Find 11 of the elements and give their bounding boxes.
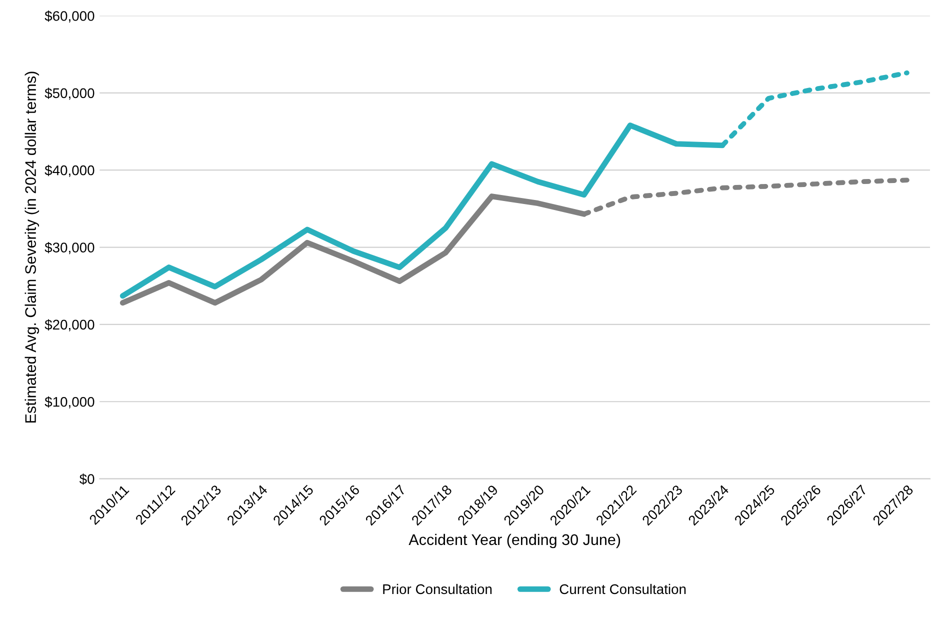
y-tick-label: $30,000: [44, 242, 94, 254]
y-tick-label: $40,000: [44, 164, 94, 177]
y-axis-title: Estimated Avg. Claim Severity (in 2024 dollar terms): [24, 72, 40, 422]
legend-label: Current Consultation: [560, 584, 686, 594]
y-tick-label: $10,000: [44, 396, 94, 408]
y-tick-label: $50,000: [44, 88, 94, 100]
y-tick-label: $20,000: [44, 319, 94, 332]
y-tick-label: $60,000: [44, 10, 94, 23]
legend-label: Prior Consultation: [383, 584, 492, 594]
y-tick-label: $0: [79, 474, 94, 485]
x-axis-title: Accident Year (ending 30 June): [408, 534, 620, 548]
